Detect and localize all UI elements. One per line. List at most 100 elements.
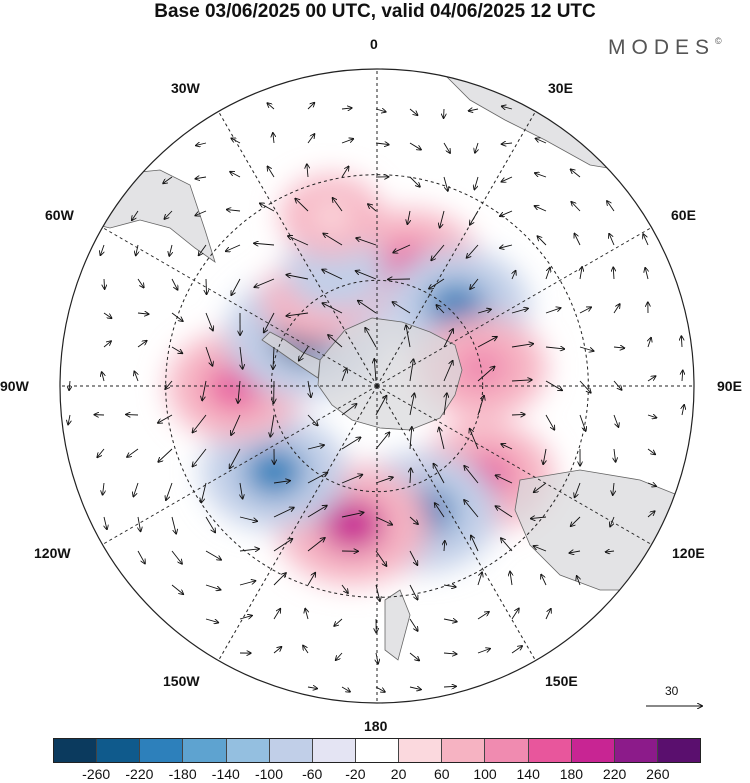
wind-vector (477, 337, 497, 348)
meridian-line (376, 385, 652, 545)
new-zealand (384, 589, 411, 661)
wind-vector (137, 278, 144, 288)
wind-vector (341, 404, 357, 416)
wind-vector (368, 204, 377, 212)
wind-vector (307, 445, 324, 450)
wind-vector (137, 341, 147, 348)
colorbar-tick-label: 180 (559, 766, 584, 782)
wind-vector (103, 312, 112, 318)
wind-vector (443, 653, 457, 654)
wind-vector (467, 244, 479, 258)
wind-vector (647, 415, 656, 418)
wind-vector (171, 278, 178, 290)
wind-vector (613, 482, 614, 495)
wind-vector (545, 380, 562, 390)
colorbar-ticks: -260 -220 -180 -140 -100 -60 -20 20 60 100 140 180 2… (0, 766, 750, 783)
meridian-line (218, 111, 378, 387)
wind-vector (409, 687, 421, 690)
wind-vector (195, 210, 207, 215)
wind-vector (205, 346, 212, 366)
wind-vector (569, 551, 581, 553)
wind-vector (511, 646, 522, 654)
wind-vector (409, 393, 414, 416)
wind-vector (166, 482, 173, 500)
wind-vector (511, 308, 528, 314)
wind-vector (273, 609, 280, 620)
lon-label-150w: 150W (163, 673, 200, 689)
wind-vector (163, 176, 173, 183)
wind-vector (260, 203, 275, 212)
wind-vector (682, 405, 684, 416)
wind-vector (196, 143, 207, 145)
wind-vector (375, 109, 386, 112)
colorbar-tick-label: 100 (473, 766, 497, 782)
wind-vector (511, 609, 519, 620)
wind-vector (273, 647, 281, 654)
wind-vector (307, 473, 327, 484)
wind-vector (682, 371, 683, 382)
wind-vector (409, 618, 418, 631)
wind-vector (322, 303, 343, 314)
wind-vector (288, 236, 309, 246)
wind-vector (580, 267, 582, 280)
map-disc (60, 69, 694, 703)
wind-vector (273, 508, 294, 518)
wind-vector (609, 234, 615, 246)
wind-vector (440, 210, 445, 228)
wind-vector (579, 346, 594, 351)
colorbar (53, 738, 701, 763)
wind-vector (613, 347, 624, 348)
wind-vector (307, 538, 325, 552)
wind-vector (268, 167, 275, 178)
wind-vector (333, 198, 343, 212)
lon-label-90w: 90W (0, 378, 29, 394)
lon-label-120e: 120E (672, 545, 705, 561)
wind-vector (409, 176, 420, 187)
colorbar-bin (269, 739, 313, 762)
wind-vector (470, 278, 479, 289)
wind-vector (239, 516, 257, 521)
wind-vector (613, 414, 618, 427)
lon-label-60e: 60E (671, 207, 696, 223)
colorbar-bin (97, 739, 141, 762)
wind-vector (535, 173, 547, 178)
wind-vector (305, 609, 308, 620)
wind-vector (165, 380, 173, 389)
colorbar-bin (54, 739, 98, 762)
anomaly-core (320, 498, 385, 551)
wind-vector (138, 516, 141, 531)
wind-vector (535, 206, 547, 212)
colorbar-tick-label: -100 (254, 766, 284, 782)
wind-vector (341, 167, 349, 178)
wind-vector (231, 278, 241, 295)
wind-vector (307, 164, 308, 178)
wind-vector (545, 308, 561, 314)
wind-vector (577, 576, 580, 586)
wind-vector (137, 313, 149, 314)
wind-vector (341, 686, 350, 692)
wind-vector (531, 517, 547, 519)
colorbar-bin (399, 739, 443, 762)
wind-vector (511, 380, 532, 381)
meridian-line (376, 111, 536, 387)
colorbar-bin (571, 739, 615, 762)
wind-vector (429, 278, 445, 289)
wind-vector (171, 584, 183, 594)
wind-vector (443, 393, 447, 416)
wind-vector (171, 346, 182, 353)
wind-vector (409, 652, 419, 660)
wind-vector (199, 244, 207, 255)
wind-vector (444, 541, 445, 552)
wind-vector (579, 307, 591, 314)
wind-vector (171, 516, 176, 534)
wind-vector (264, 312, 275, 332)
wind-vector (500, 245, 513, 248)
colorbar-bin (312, 739, 356, 762)
wind-vector (202, 380, 207, 400)
wind-vector (502, 143, 513, 144)
wind-vector (341, 437, 361, 450)
colorbar-tick-label: -180 (168, 766, 197, 782)
wind-vector (334, 618, 343, 626)
colorbar-tick-label: 220 (602, 766, 627, 782)
